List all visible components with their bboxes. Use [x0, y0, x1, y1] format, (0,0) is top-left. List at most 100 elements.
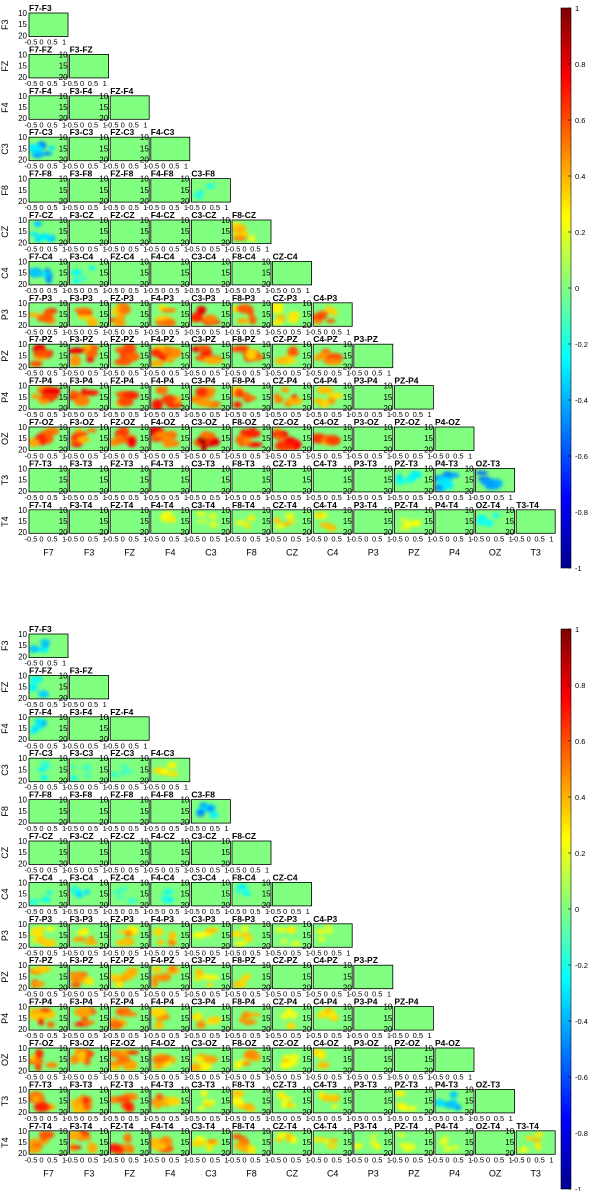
cell-ytick-label: 10 [343, 1127, 352, 1136]
cell-xtick-label: 1 [265, 452, 269, 461]
cell-blob [313, 355, 322, 361]
cell-xtick-label: 1 [143, 866, 147, 875]
cell-xtick-label: 0 [202, 1155, 206, 1164]
cell-xtick-label: 0 [242, 1155, 246, 1164]
cell-ytick-label: 10 [59, 92, 68, 101]
cell-xtick-label: 0.5 [250, 866, 260, 875]
cell-ytick-label: 20 [221, 321, 230, 330]
cell-xtick-label: 0.5 [128, 1073, 138, 1082]
cell-title: OZ-T3 [476, 458, 501, 468]
cell-ytick-label: 10 [302, 423, 311, 432]
cell-ytick-label: 10 [221, 299, 230, 308]
cell-xtick-label: 0.5 [47, 1073, 57, 1082]
cell-xtick-label: 0.5 [169, 948, 179, 957]
cell-ytick-label: 20 [465, 487, 474, 496]
cell-xtick-label: -0.5 [24, 534, 37, 543]
cell-xtick-label: 0.5 [331, 534, 341, 543]
cell-ytick-label: 10 [99, 878, 108, 887]
column-label-F4: F4 [165, 1168, 176, 1178]
cell-title: FZ-P3 [110, 914, 134, 924]
cell-xtick-label: -0.5 [227, 1155, 240, 1164]
cell-ytick-label: 15 [99, 144, 108, 153]
cell-ytick-label: 20 [140, 859, 149, 868]
cell-title: CZ-P3 [273, 914, 298, 924]
cell-xtick-label: 0 [39, 990, 43, 999]
cell-xtick-label: 0 [161, 162, 165, 171]
cell-ytick-label: 20 [505, 528, 514, 537]
cell-xtick-label: 1 [468, 1114, 472, 1123]
cell-xtick-label: 0 [39, 824, 43, 833]
cell-xtick-label: 0.5 [250, 452, 260, 461]
cell-frame [69, 136, 109, 162]
cell-xtick-label: 0 [283, 1031, 287, 1040]
column-label-CZ: CZ [286, 547, 298, 557]
column-label-C3: C3 [205, 1168, 217, 1178]
cell-xtick-label: 0 [202, 493, 206, 502]
cell-xtick-label: 1 [62, 410, 66, 419]
cell-ytick-label: 20 [99, 942, 108, 951]
colorbar-tick-label: -0.8 [575, 1129, 588, 1138]
cell-frame [28, 799, 69, 824]
cell-blob [69, 975, 83, 983]
cell-frame [109, 964, 150, 990]
cell-frame [109, 882, 150, 907]
cell-xtick-label: -0.5 [24, 907, 37, 916]
cell-frame [353, 343, 394, 369]
cell-xtick-label: -0.5 [268, 1031, 281, 1040]
cell-ytick-label: 10 [180, 961, 189, 970]
cell-ytick-label: 20 [59, 984, 68, 993]
cell-xtick-label: -0.5 [146, 990, 159, 999]
cell-xtick-label: 0 [324, 369, 328, 378]
cell-xtick-label: 0 [405, 1114, 409, 1123]
cell-ytick-label: 15 [99, 227, 108, 236]
cell-blob [240, 932, 252, 938]
cell-blob [29, 929, 44, 938]
cell-xtick-label: 0 [486, 493, 490, 502]
cell-ytick-label: 10 [221, 1044, 230, 1053]
cell-blob [238, 980, 247, 987]
cell-ytick-label: 10 [302, 961, 311, 970]
cell-xtick-label: 0 [242, 948, 246, 957]
cell-ytick-label: 20 [18, 942, 27, 951]
cell-ytick-label: 15 [18, 434, 27, 443]
cell-xtick-label: 1 [184, 493, 188, 502]
cell-ytick-label: 15 [59, 351, 68, 360]
cell-ytick-label: 15 [59, 144, 68, 153]
cell-blob [316, 1012, 329, 1019]
cell-frame [272, 1047, 313, 1072]
cell-ytick-label: 20 [59, 859, 68, 868]
cell-xtick-label: 1 [224, 990, 228, 999]
cell-background [69, 54, 109, 78]
cell-ytick-label: 10 [180, 216, 189, 225]
cell-xtick-label: -0.5 [390, 410, 403, 419]
cell-ytick-label: 15 [140, 931, 149, 940]
cell-ytick-label: 10 [180, 340, 189, 349]
cell-xtick-label: 0 [324, 327, 328, 336]
cell-ytick-label: 15 [221, 931, 230, 940]
cell-frame [190, 964, 231, 990]
cell-xtick-label: 1 [184, 245, 188, 254]
cell-ytick-label: 10 [99, 340, 108, 349]
cell-background [353, 1006, 393, 1031]
cell-background [475, 509, 515, 534]
cell-ytick-label: 20 [99, 487, 108, 496]
cell-xtick-label: -0.5 [24, 783, 37, 792]
cell-xtick-label: 1 [62, 203, 66, 212]
cell-ytick-label: 20 [180, 1149, 189, 1158]
cell-xtick-label: -0.5 [187, 286, 200, 295]
cell-title: F4-T4 [151, 500, 174, 510]
cell-ytick-label: 20 [99, 984, 108, 993]
cell-frame [272, 302, 313, 327]
cell-ytick-label: 10 [383, 1127, 392, 1136]
cell-title: P3-T4 [354, 1121, 377, 1131]
cell-ytick-label: 10 [424, 464, 433, 473]
cell-xtick-label: 0 [202, 990, 206, 999]
cell-xtick-label: 0 [202, 369, 206, 378]
cell-frame [150, 509, 191, 534]
cell-ytick-label: 15 [221, 1014, 230, 1023]
cell-ytick-label: 10 [424, 506, 433, 515]
cell-ytick-label: 20 [18, 487, 27, 496]
cell-title: FZ-F4 [110, 86, 133, 96]
